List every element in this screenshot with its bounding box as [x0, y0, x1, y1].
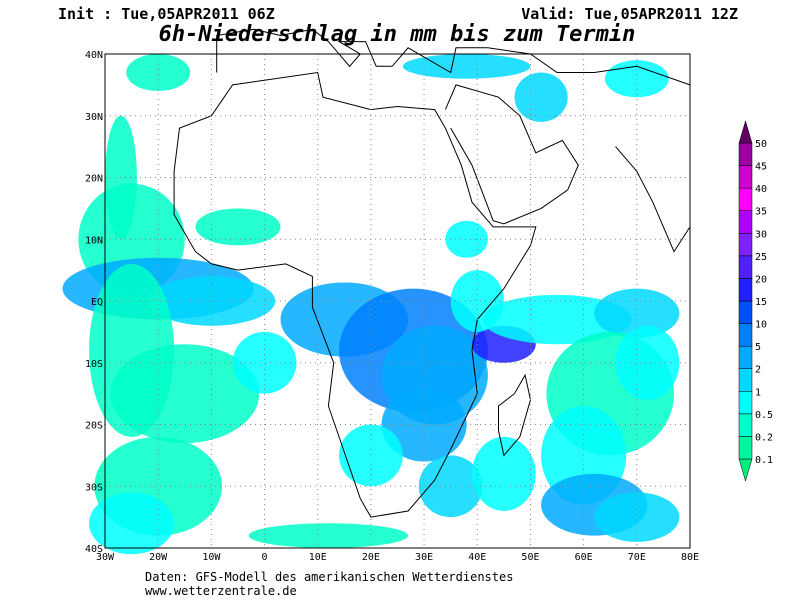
precip-area	[126, 54, 191, 92]
precip-area	[594, 492, 680, 542]
coastline	[173, 71, 537, 518]
legend-label: 0.2	[755, 432, 773, 443]
map-title: 6h-Niederschlag in mm bis zum Termin	[159, 22, 636, 47]
legend-swatch	[738, 436, 753, 460]
lon-label: 20E	[362, 552, 380, 563]
map-frame	[104, 53, 691, 549]
lat-label: 40S	[85, 544, 103, 555]
precip-area	[445, 220, 488, 258]
legend-swatch	[738, 368, 753, 392]
legend-label: 50	[755, 139, 767, 150]
legend-swatch	[738, 210, 753, 234]
lon-label: 30W	[96, 552, 115, 563]
precip-area	[604, 60, 669, 98]
legend-label: 1	[755, 387, 761, 398]
legend-swatch	[738, 233, 753, 257]
lat-label: 40N	[85, 50, 103, 61]
lon-label: 60E	[575, 552, 593, 563]
lon-label: 70E	[628, 552, 646, 563]
precip-area	[402, 54, 531, 79]
lon-label: 40E	[468, 552, 486, 563]
precip-area	[514, 72, 568, 122]
legend-triangle	[738, 120, 753, 144]
legend-swatch	[738, 345, 753, 369]
legend-swatch	[738, 187, 753, 211]
lat-label: 30S	[85, 482, 103, 493]
legend-label: 2	[755, 365, 761, 376]
precip-area	[471, 436, 536, 511]
legend-label: 10	[755, 320, 767, 331]
legend-swatch	[738, 142, 753, 166]
precip-area	[195, 208, 281, 246]
init-time: Init : Tue,05APR2011 06Z	[58, 5, 275, 23]
lat-label: 20S	[85, 421, 103, 432]
legend-swatch	[738, 278, 753, 302]
precip-area	[615, 325, 680, 400]
precip-area	[248, 523, 409, 549]
precip-area	[232, 331, 297, 394]
legend-label: 20	[755, 274, 767, 285]
valid-time: Valid: Tue,05APR2011 12Z	[521, 5, 738, 23]
legend-swatch	[738, 391, 753, 415]
lon-label: 50E	[521, 552, 539, 563]
precip-area	[89, 492, 175, 555]
footer-source: Daten: GFS-Modell des amerikanischen Wet…	[145, 570, 513, 584]
coastline	[498, 373, 532, 457]
precip-area	[339, 424, 403, 487]
legend-label: 35	[755, 207, 767, 218]
lon-label: 30E	[415, 552, 433, 563]
legend-swatch	[738, 413, 753, 437]
legend-label: 30	[755, 229, 767, 240]
legend-label: 25	[755, 252, 767, 263]
precip-area	[110, 344, 260, 444]
legend-label: 0.1	[755, 455, 773, 466]
coastline	[216, 28, 691, 86]
lon-label: 0	[262, 552, 268, 563]
precip-area	[482, 294, 632, 345]
lon-label: 80E	[681, 552, 699, 563]
legend-swatch	[738, 300, 753, 324]
lat-label: 10N	[85, 235, 103, 246]
footer-site: www.wetterzentrale.de	[145, 584, 297, 598]
legend-swatch	[738, 165, 753, 189]
lat-label: 10S	[85, 359, 103, 370]
precip-area	[147, 276, 276, 326]
lat-label: EQ	[91, 297, 103, 308]
legend-swatch	[738, 323, 753, 347]
legend-label: 0.5	[755, 410, 773, 421]
legend-label: 40	[755, 184, 767, 195]
lon-label: 10W	[202, 552, 221, 563]
legend-swatch	[738, 255, 753, 279]
lon-label: 10E	[309, 552, 327, 563]
lat-label: 30N	[85, 112, 103, 123]
lon-label: 20W	[149, 552, 168, 563]
legend-label: 45	[755, 162, 767, 173]
coastline	[444, 84, 579, 225]
legend-label: 15	[755, 297, 767, 308]
legend-label: 5	[755, 342, 761, 353]
lat-label: 20N	[85, 174, 103, 185]
